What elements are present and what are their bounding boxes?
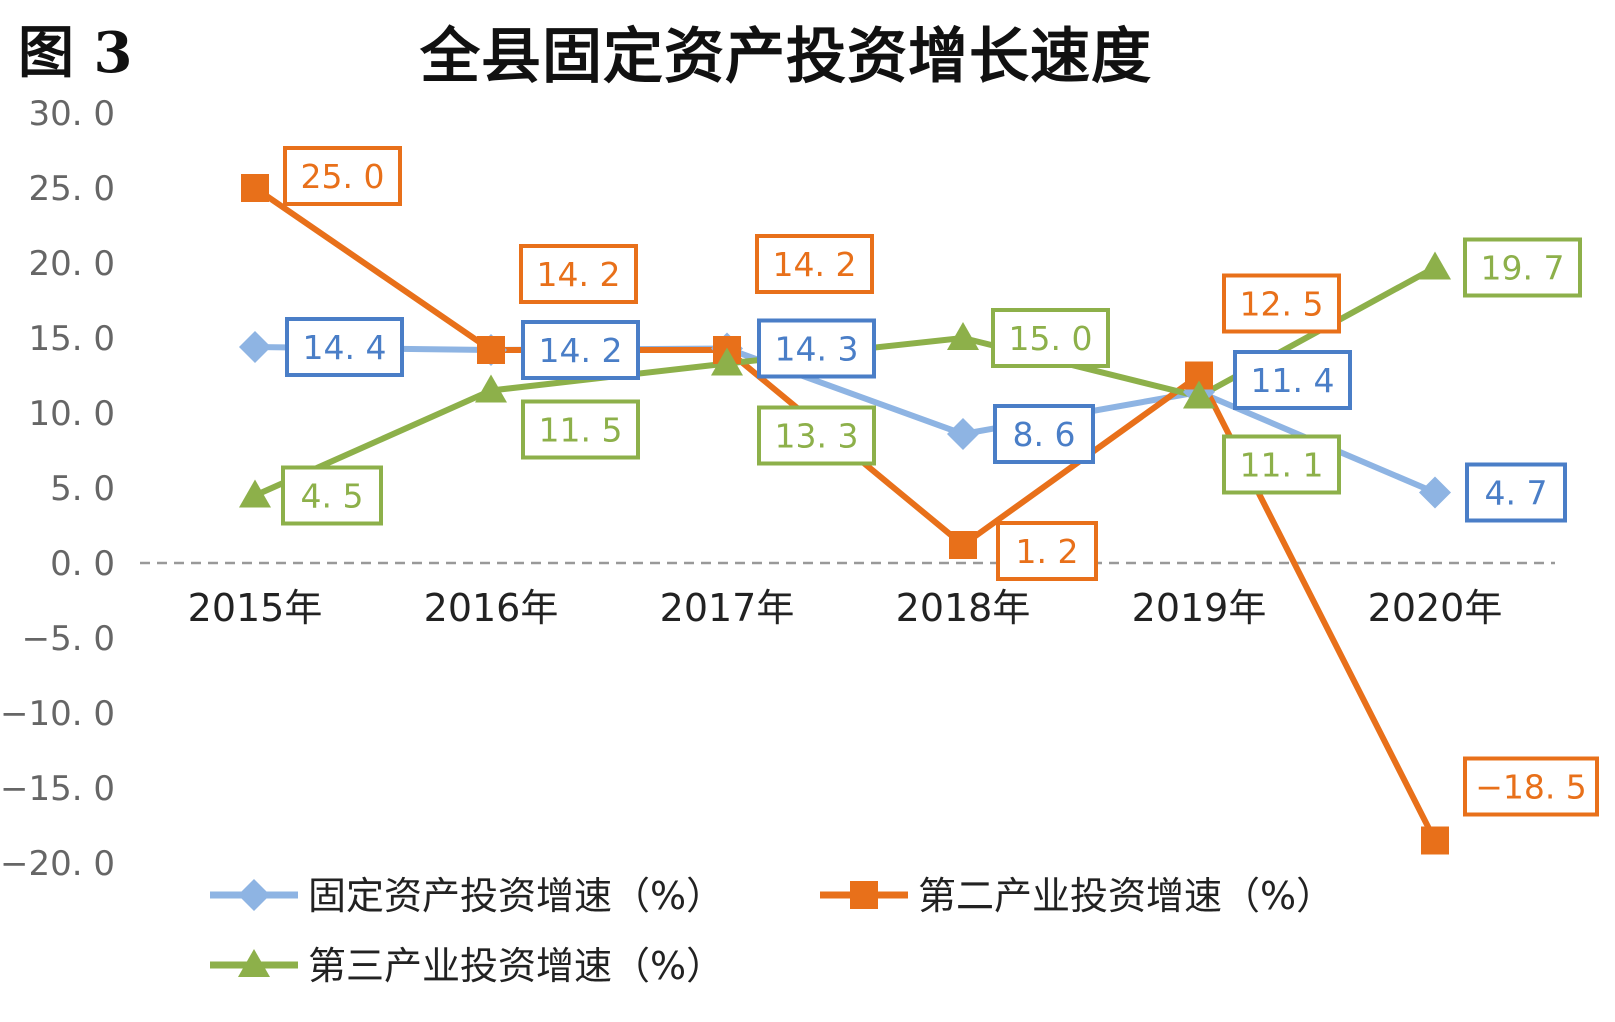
x-tick-label: 2017年 [660,586,795,630]
data-label-box [996,521,1098,581]
data-point-triangle [475,374,507,403]
data-point-square [241,174,269,202]
data-point-triangle [711,347,743,376]
data-point-diamond [947,418,979,450]
x-tick-label: 2018年 [896,586,1031,630]
x-tick-label: 2015年 [188,586,323,630]
y-tick-label: 30. 0 [28,94,115,134]
data-label: 25. 0 [301,157,385,196]
data-label: 14. 3 [775,330,859,369]
data-label-box [1222,273,1341,334]
data-point-triangle [1183,380,1215,409]
y-tick-label: −20. 0 [0,844,115,884]
data-point-square [477,336,505,364]
x-axis: 2015年 2016年 2017年 2018年 2019年 2020年 [188,586,1503,630]
data-label-box [757,405,876,466]
y-tick-label: 20. 0 [28,244,115,284]
data-label: 12. 5 [1240,285,1324,324]
legend-marker-square [850,881,878,909]
data-labels: 14. 4 14. 2 14. 3 8. 6 11. 4 4. 7 25. 0 14. 2 14… [281,146,1599,817]
y-tick-label: −15. 0 [0,769,115,809]
data-label-box [285,317,404,377]
data-label: 1. 2 [1016,532,1079,571]
legend: 固定资产投资增速（%） 第二产业投资增速（%） 第三产业投资增速（%） [210,874,1334,988]
y-tick-label: 10. 0 [28,394,115,434]
data-label-box [281,465,383,526]
legend-label: 第三产业投资增速（%） [308,944,724,988]
data-label: 14. 2 [537,255,621,294]
data-label-box [757,318,876,379]
data-label-box [1465,462,1567,523]
y-tick-label: −5. 0 [22,619,115,659]
legend-label: 固定资产投资增速（%） [308,874,724,918]
data-label-box [1222,434,1341,495]
data-label: 14. 2 [539,331,623,370]
x-tick-label: 2016年 [424,586,559,630]
legend-marker-triangle [238,949,270,977]
y-tick-label: 5. 0 [50,469,115,509]
y-tick-label: 0. 0 [50,544,115,584]
data-point-square [1421,826,1449,855]
data-label: 15. 0 [1009,319,1093,358]
legend-label: 第二产业投资增速（%） [918,874,1334,918]
x-tick-label: 2019年 [1132,586,1267,630]
data-label-box [755,234,874,294]
y-tick-label: 25. 0 [28,169,115,209]
data-label-box [991,308,1110,368]
data-point-triangle [1419,251,1451,280]
data-label-box [1233,350,1352,410]
data-label: 14. 4 [303,328,387,367]
data-label-box [521,399,640,460]
data-label: 11. 5 [539,411,623,450]
data-label: 4. 5 [301,477,364,516]
data-label-box [519,244,638,304]
data-label: 11. 4 [1251,361,1335,400]
data-point-triangle [239,479,271,508]
data-label: 4. 7 [1485,474,1548,513]
y-tick-label: −10. 0 [0,694,115,734]
data-label-box [521,320,640,380]
data-label-box [1463,237,1582,298]
data-label: 14. 2 [773,245,857,284]
data-point-diamond [1419,476,1451,509]
data-label-box [283,146,402,206]
data-label: −18. 5 [1475,768,1587,807]
data-point-square [949,531,977,559]
x-tick-label: 2020年 [1368,586,1503,630]
data-point-diamond [239,331,271,363]
data-label-box [1463,756,1599,817]
series-markers [239,174,1451,855]
data-label: 8. 6 [1013,415,1076,454]
y-axis: 30. 0 25. 0 20. 0 15. 0 10. 0 5. 0 0. 0 −5. 0 −1… [0,94,115,884]
legend-marker-diamond [238,879,270,911]
data-point-triangle [947,322,979,350]
chart-title: 全县固定资产投资增长速度 [420,22,1152,92]
data-label: 11. 1 [1240,446,1324,485]
data-label-box [993,404,1095,464]
figure-label: 图 3 [18,20,133,86]
y-tick-label: 15. 0 [28,319,115,359]
data-label: 19. 7 [1481,249,1565,288]
data-label: 13. 3 [775,417,859,456]
